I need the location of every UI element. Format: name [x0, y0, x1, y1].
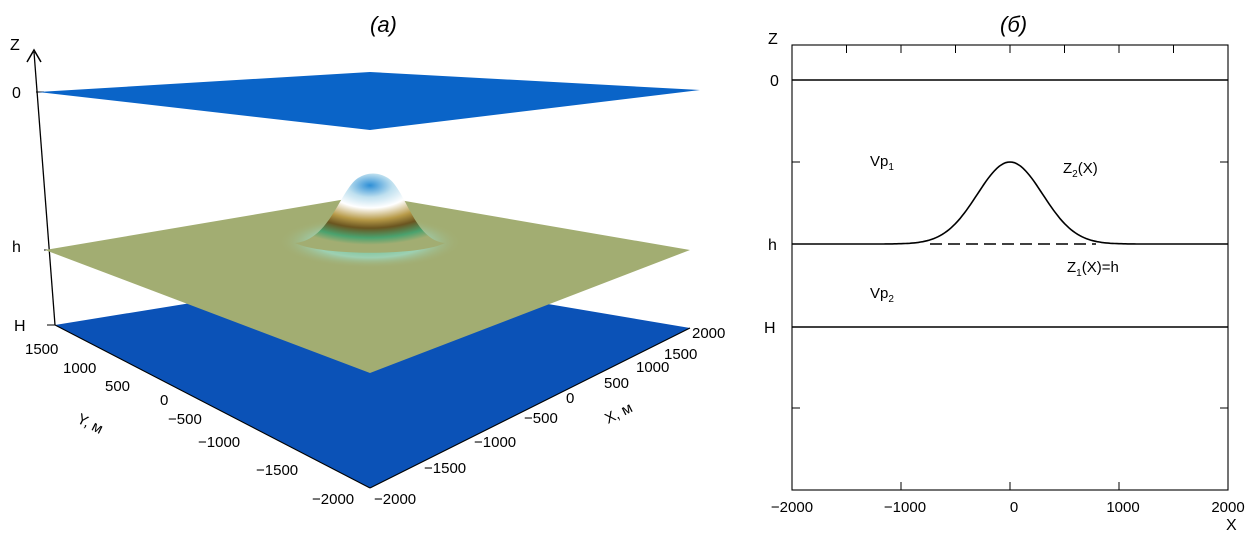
- x-tick-label: 1000: [636, 359, 669, 376]
- x-tick-label: 1500: [664, 346, 697, 363]
- y-tick-label: 1500: [25, 341, 58, 358]
- bottom-plane: [55, 274, 690, 488]
- z-level-bottom: H: [764, 320, 776, 337]
- y-tick-label: −1500: [256, 462, 298, 479]
- x-axis-line: [369, 327, 691, 489]
- x-tick-label: 500: [604, 375, 629, 392]
- y-tick-label: −500: [168, 411, 202, 428]
- y-axis-line: [54, 324, 371, 489]
- x-tick-label: 2000: [692, 325, 725, 342]
- plot-frame: [791, 44, 1229, 491]
- x-tick-label: 0: [566, 390, 574, 407]
- z2-curve-label: Z2(X): [1063, 160, 1098, 180]
- x-tick-label: −2000: [771, 499, 813, 516]
- top-tick-marks: [791, 45, 1229, 490]
- y-axis-ticks: 1500 1000 500 0 −500 −1000 −1500 −2000: [25, 341, 354, 508]
- panel-a-label: (а): [370, 12, 397, 37]
- medium-label-upper-sub: 1: [888, 162, 894, 173]
- y-axis-label: Y, м: [74, 410, 106, 437]
- level-label-middle: h: [12, 239, 21, 256]
- middle-plane: [45, 195, 690, 373]
- x-axis-ticks: 2000 1500 1000 500 0 −500 −1000 −1500 −2…: [374, 325, 725, 508]
- x-axis-label: X: [1226, 517, 1237, 533]
- x-axis-label: X, м: [602, 399, 635, 427]
- z-level-middle: h: [768, 237, 777, 254]
- x-tick-label: 2000: [1211, 499, 1244, 516]
- y-tick-label: −2000: [312, 491, 354, 508]
- panel-b: (б) Z 0 h H Vp1 Vp2 Z2(X) Z1(X)=h −2000 …: [764, 12, 1245, 533]
- z2-label-base: Z: [1063, 160, 1072, 177]
- medium-label-lower: Vp2: [870, 285, 894, 305]
- z-axis-arrow-icon: [26, 48, 42, 63]
- medium-label-upper-base: Vp: [870, 153, 888, 170]
- z1-label-sub: 1: [1076, 268, 1082, 279]
- top-plane: [38, 72, 700, 130]
- z1-label-base: Z: [1067, 259, 1076, 276]
- hill-surface: [295, 173, 445, 253]
- x-tick-label: −2000: [374, 491, 416, 508]
- panel-b-label: (б): [1000, 12, 1027, 37]
- medium-label-lower-sub: 2: [888, 294, 894, 305]
- level-label-bottom: H: [14, 318, 26, 335]
- z-axis-label: Z: [10, 37, 20, 54]
- x-tick-label: 0: [1010, 499, 1018, 516]
- y-tick-label: 500: [105, 378, 130, 395]
- x-tick-label: 1000: [1106, 499, 1139, 516]
- medium-label-lower-base: Vp: [870, 285, 888, 302]
- z-level-top: 0: [770, 73, 779, 90]
- panel-a: (а) Z 0 h H 1500 1000 500 0 −500 −1000 −…: [10, 12, 725, 508]
- y-tick-label: 0: [160, 392, 168, 409]
- x-tick-label: −500: [524, 410, 558, 427]
- x-tick-label: −1500: [424, 460, 466, 477]
- z2-curve: [792, 161, 1228, 245]
- y-tick-label: −1000: [198, 434, 240, 451]
- y-tick-label: 1000: [63, 360, 96, 377]
- z1-curve-label: Z1(X)=h: [1067, 259, 1119, 279]
- z-axis-line: [33, 51, 56, 326]
- level-label-top: 0: [12, 85, 21, 102]
- medium-label-upper: Vp1: [870, 153, 894, 173]
- z-axis-label: Z: [768, 31, 778, 48]
- x-tick-label: −1000: [884, 499, 926, 516]
- z1-label-rest: (X)=h: [1082, 259, 1119, 276]
- z2-label-rest: (X): [1078, 160, 1098, 177]
- x-tick-label: −1000: [474, 434, 516, 451]
- z2-label-sub: 2: [1072, 169, 1078, 180]
